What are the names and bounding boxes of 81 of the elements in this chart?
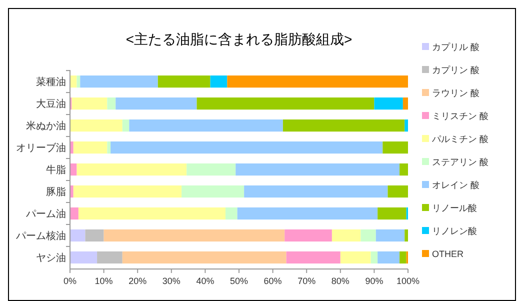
bar <box>210 75 228 88</box>
bar <box>70 163 77 176</box>
bar <box>76 163 187 176</box>
x-tick-label: 0% <box>63 276 77 286</box>
y-tick-label: ヤシ油 <box>36 252 66 264</box>
y-tick-label: パーム油 <box>25 208 66 220</box>
bar <box>116 97 197 110</box>
bar <box>340 251 371 264</box>
bar <box>70 251 98 264</box>
bar <box>370 251 378 264</box>
y-tick-label: オリーブ油 <box>16 142 66 154</box>
bar <box>129 119 283 132</box>
bar <box>104 229 285 242</box>
bar <box>244 185 388 198</box>
legend-label: カプリル 酸 <box>432 42 480 52</box>
bar <box>182 185 244 198</box>
bar <box>400 251 406 264</box>
x-tick-label: 100% <box>396 276 420 286</box>
bar <box>97 251 122 264</box>
y-tick-label: 豚脂 <box>46 186 66 198</box>
bar <box>122 251 286 264</box>
x-tick-label: 60% <box>264 276 282 286</box>
y-tick-label: 大豆油 <box>36 98 66 110</box>
bar <box>70 75 77 88</box>
bar <box>186 163 236 176</box>
bar <box>78 207 226 220</box>
bar <box>110 141 383 154</box>
legend-label: カプリン 酸 <box>432 65 480 75</box>
bar <box>73 141 108 154</box>
bar <box>376 229 405 242</box>
bar <box>70 207 78 220</box>
legend-label: リノール酸 <box>432 203 477 213</box>
legend-label: リノレン酸 <box>432 226 477 236</box>
bar <box>378 251 400 264</box>
bar <box>85 229 104 242</box>
legend-label: ラウリン 酸 <box>432 88 480 98</box>
bar <box>286 251 340 264</box>
x-tick-label: 70% <box>298 276 316 286</box>
bar <box>237 207 378 220</box>
bar <box>107 141 111 154</box>
x-tick-label: 80% <box>331 276 350 286</box>
bar <box>70 119 122 132</box>
x-tick-label: 50% <box>230 276 248 286</box>
bar <box>158 75 210 88</box>
bar <box>332 229 361 242</box>
bar <box>400 163 408 176</box>
bar <box>236 163 400 176</box>
x-tick-label: 90% <box>365 276 384 286</box>
bar <box>388 185 408 198</box>
x-tick-label: 40% <box>196 276 214 286</box>
bar <box>80 75 158 88</box>
bar <box>404 229 408 242</box>
bar <box>360 229 376 242</box>
y-tick-label: 菜種油 <box>36 76 66 88</box>
legend-label: パルミチン 酸 <box>431 134 489 144</box>
x-tick-label: 10% <box>94 276 113 286</box>
y-tick-label: パーム核油 <box>15 230 66 242</box>
bar <box>227 75 408 88</box>
bar <box>404 119 408 132</box>
legend-label: ミリスチン 酸 <box>432 111 489 121</box>
bar <box>378 207 406 220</box>
bar <box>72 97 108 110</box>
bar <box>122 119 130 132</box>
bar <box>107 97 116 110</box>
y-tick-label: 牛脂 <box>46 164 66 176</box>
bar <box>374 97 403 110</box>
legend-label: ステアリン 酸 <box>432 157 489 167</box>
y-tick-label: 米ぬか油 <box>26 120 66 132</box>
bar <box>73 185 182 198</box>
bar <box>402 97 408 110</box>
bar <box>70 229 86 242</box>
bar <box>196 97 374 110</box>
bar <box>225 207 238 220</box>
bar <box>382 141 408 154</box>
x-tick-label: 30% <box>162 276 180 286</box>
legend-label: OTHER <box>432 249 464 259</box>
bar <box>282 119 405 132</box>
x-tick-label: 20% <box>128 276 147 286</box>
bar <box>284 229 332 242</box>
chart-title: <主たる油脂に含まれる脂肪酸組成> <box>126 31 352 47</box>
legend-label: オレイン 酸 <box>432 180 480 190</box>
